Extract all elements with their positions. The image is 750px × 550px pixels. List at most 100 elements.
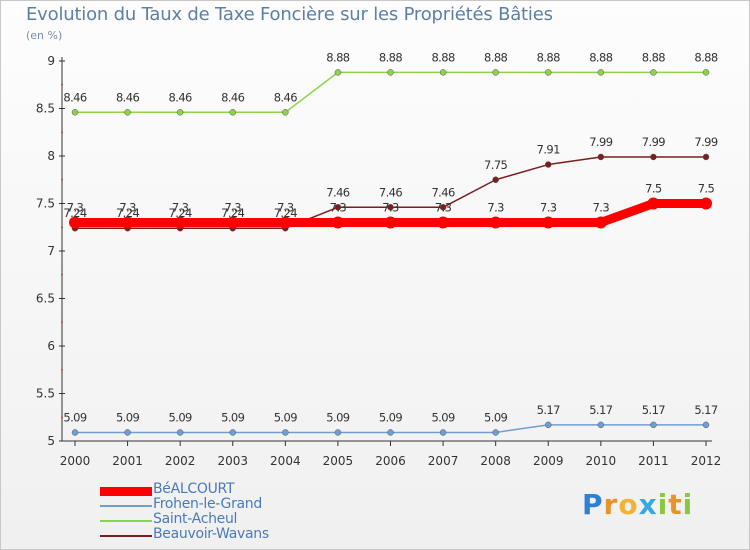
x-tick-label: 2007: [428, 454, 459, 468]
data-point-frohen-le-grand: [439, 429, 447, 436]
data-label-beauvoir-wavans: 7.24: [116, 206, 139, 220]
data-label-frohen-le-grand: 5.09: [116, 410, 139, 424]
data-point-b-alcourt: [226, 216, 239, 229]
data-label-b-alcourt: 7.5: [698, 182, 715, 196]
data-label-frohen-le-grand: 5.09: [169, 410, 192, 424]
data-point-saint-acheul: [439, 69, 447, 76]
data-label-saint-acheul: 8.46: [63, 90, 86, 104]
legend-label: Frohen-le-Grand: [153, 496, 262, 512]
data-point-saint-acheul: [492, 69, 499, 76]
data-point-beauvoir-wavans: [702, 153, 710, 161]
data-label-saint-acheul: 8.88: [694, 50, 717, 64]
data-point-beauvoir-wavans: [545, 161, 552, 168]
data-label-b-alcourt: 7.3: [435, 201, 452, 215]
data-label-saint-acheul: 8.88: [537, 50, 560, 64]
data-point-saint-acheul: [387, 69, 394, 76]
data-label-frohen-le-grand: 5.09: [63, 410, 86, 424]
data-point-saint-acheul: [702, 69, 710, 76]
data-label-saint-acheul: 8.88: [642, 50, 665, 64]
data-point-b-alcourt: [700, 197, 712, 210]
y-tick-label: 7.5: [36, 197, 55, 211]
y-tick-label: 5.5: [36, 387, 55, 401]
data-point-saint-acheul: [545, 69, 552, 76]
legend-swatch: [100, 486, 152, 496]
proxiti-logo: Proxiti: [582, 488, 693, 521]
x-tick-label: 2012: [691, 454, 722, 468]
data-point-saint-acheul: [176, 109, 184, 116]
data-point-frohen-le-grand: [176, 429, 184, 436]
data-point-beauvoir-wavans: [492, 176, 499, 183]
data-point-frohen-le-grand: [282, 429, 289, 436]
data-label-beauvoir-wavans: 7.99: [694, 135, 717, 149]
data-label-saint-acheul: 8.46: [221, 90, 244, 104]
data-label-saint-acheul: 8.46: [169, 90, 192, 104]
data-point-frohen-le-grand: [229, 429, 236, 436]
data-point-beauvoir-wavans: [439, 204, 447, 211]
data-point-saint-acheul: [597, 69, 605, 76]
legend-swatch: [100, 535, 152, 537]
data-label-b-alcourt: 7.3: [225, 201, 242, 215]
data-label-frohen-le-grand: 5.09: [431, 410, 454, 424]
y-tick-label: 8: [47, 149, 55, 163]
data-point-frohen-le-grand: [597, 421, 605, 429]
data-label-beauvoir-wavans: 7.99: [642, 135, 665, 149]
y-tick-label: 6: [47, 339, 55, 353]
x-tick-label: 2000: [60, 454, 91, 468]
data-point-frohen-le-grand: [71, 429, 79, 436]
data-label-b-alcourt: 7.3: [172, 201, 189, 215]
data-point-b-alcourt: [279, 216, 292, 229]
data-label-beauvoir-wavans: 7.99: [589, 135, 612, 149]
x-tick-label: 2002: [165, 454, 196, 468]
data-label-beauvoir-wavans: 7.75: [484, 158, 507, 172]
x-tick-label: 2009: [533, 454, 564, 468]
data-point-beauvoir-wavans: [597, 153, 605, 161]
x-tick-label: 2006: [375, 454, 406, 468]
data-point-b-alcourt: [384, 216, 397, 229]
data-label-frohen-le-grand: 5.09: [484, 410, 507, 424]
data-label-beauvoir-wavans: 7.24: [274, 206, 297, 220]
y-tick-label: 8.5: [36, 102, 55, 116]
data-label-b-alcourt: 7.3: [67, 201, 84, 215]
data-label-b-alcourt: 7.3: [593, 201, 610, 215]
data-label-frohen-le-grand: 5.09: [326, 410, 349, 424]
data-label-saint-acheul: 8.46: [274, 90, 297, 104]
data-label-b-alcourt: 7.3: [277, 201, 294, 215]
data-point-beauvoir-wavans: [334, 204, 342, 211]
logo-letter: o: [618, 488, 639, 521]
data-point-b-alcourt: [174, 216, 187, 229]
x-tick-label: 2003: [217, 454, 248, 468]
data-point-beauvoir-wavans: [387, 204, 394, 211]
data-point-beauvoir-wavans: [650, 153, 657, 161]
data-label-frohen-le-grand: 5.09: [379, 410, 402, 424]
data-label-beauvoir-wavans: 7.91: [537, 143, 560, 157]
data-point-frohen-le-grand: [124, 429, 131, 436]
data-point-frohen-le-grand: [387, 429, 394, 436]
legend-label: BéALCOURT: [153, 481, 235, 497]
chart-unit: (en %): [26, 29, 63, 42]
axes: 5 5.5 6 6.5 7 7.5 8 8.5 9 2000 2001 2002 2003 2004 200…: [36, 54, 721, 468]
legend-swatch: [100, 520, 152, 522]
data-label-saint-acheul: 8.88: [484, 50, 507, 64]
y-tick-label: 6.5: [36, 292, 55, 306]
data-point-frohen-le-grand: [545, 421, 552, 429]
data-label-b-alcourt: 7.3: [330, 201, 347, 215]
data-label-frohen-le-grand: 5.09: [221, 410, 244, 424]
data-label-frohen-le-grand: 5.17: [537, 403, 560, 417]
data-label-saint-acheul: 8.88: [589, 50, 612, 64]
data-label-b-alcourt: 7.3: [540, 201, 557, 215]
data-point-saint-acheul: [650, 69, 657, 76]
data-label-saint-acheul: 8.88: [379, 50, 402, 64]
data-labels-layer: 5.09 5.09 5.09 5.09 5.09 5.09 5.09 5.09 5.09 5.17…: [63, 50, 718, 424]
logo-letter: i: [682, 488, 694, 521]
y-tick-label: 9: [47, 54, 55, 68]
data-label-beauvoir-wavans: 7.46: [379, 185, 402, 199]
chart-title: Evolution du Taux de Taxe Foncière sur l…: [26, 4, 553, 25]
data-point-frohen-le-grand: [650, 421, 657, 429]
data-point-b-alcourt: [437, 216, 450, 229]
series-layer: [69, 69, 712, 436]
x-tick-label: 2010: [586, 454, 617, 468]
data-label-beauvoir-wavans: 7.46: [326, 185, 349, 199]
data-point-saint-acheul: [71, 109, 79, 116]
